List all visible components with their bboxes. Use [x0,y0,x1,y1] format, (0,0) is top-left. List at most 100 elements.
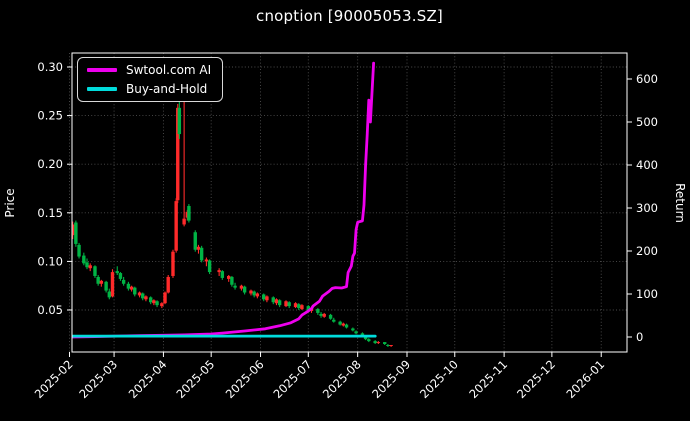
return-tick-label: 600 [636,72,658,86]
candle-body [363,337,368,340]
candle-body [72,224,75,236]
candle-body [141,293,145,299]
candle-body [373,341,377,344]
candle-body [319,313,323,316]
candle-body [104,281,108,291]
candle-body [160,303,164,307]
candle-body [332,319,336,322]
candle-body [204,259,209,262]
legend-label-buy-hold: Buy-and-Hold [126,82,208,96]
price-tick-label: 0.15 [37,206,63,220]
candle-body [199,247,204,261]
candle-body [129,286,134,290]
return-tick-label: 100 [636,287,658,301]
candle-body [242,286,247,293]
candle-body [166,276,170,293]
plot-border [71,52,628,353]
candle-body [163,292,167,304]
price-tick-label: 0.25 [37,109,63,123]
candle-body [271,297,275,303]
candle-body [274,299,279,304]
candle-body [277,300,282,306]
axis-tick-labels: 0.05 0.10 0.15 0.20 0.25 0.30 0 100 200 300 400 500… [32,60,658,401]
price-tick-label: 0.10 [37,254,63,268]
strategy-line [72,61,376,339]
candle-body [174,201,178,251]
candle-body [93,266,97,276]
candle-body [249,290,253,294]
candle-body [354,331,358,334]
legend-item-buy-hold: Buy-and-Hold [87,83,211,95]
date-tick-label: 2025-02 [32,357,76,401]
candle-body [293,303,298,308]
date-tick-label: 2025-07 [271,357,315,401]
date-tick-label: 2025-08 [320,357,364,401]
price-tick-label: 0.20 [37,157,63,171]
date-tick-label: 2025-09 [369,357,413,401]
return-tick-label: 300 [636,201,658,215]
candle-body [74,222,78,244]
date-tick-label: 2025-04 [126,357,170,401]
candle-body [196,246,201,250]
return-tick-label: 500 [636,115,658,129]
legend: Swtool.com AI Buy-and-Hold [77,57,224,102]
candle-body [316,309,320,313]
candle-body [367,339,371,342]
date-tick-label: 2025-06 [223,357,267,401]
price-tick-label: 0.30 [37,60,63,74]
date-tick-label: 2025-05 [173,357,217,401]
candle-body [82,255,86,264]
candle-body [110,272,115,297]
candle-body [85,262,89,268]
candle-body [383,342,387,345]
candle-body [341,323,346,326]
candle-body [322,313,326,317]
return-tick-label: 200 [636,244,658,258]
candle-body [148,297,153,303]
return-tick-label: 0 [636,330,643,344]
candle-body [121,279,126,284]
candle-body [171,251,175,276]
candle-body [338,321,342,325]
candle-body [137,292,142,296]
candle-body [300,305,304,310]
axis-ticks [67,66,632,357]
candle-body [389,344,393,346]
candle-body [207,260,212,273]
candle-body [351,328,355,331]
candle-body [306,306,310,310]
candle-body [220,271,225,278]
candle-body [126,283,131,289]
candle-body [227,275,231,279]
candle-body [230,276,234,285]
legend-label-strategy: Swtool.com AI [126,63,212,77]
date-tick-label: 2026-01 [563,357,607,401]
candle-body [287,302,291,307]
return-tick-label: 400 [636,158,658,172]
candle-body [88,265,92,269]
series-lines [72,61,377,339]
chart-title: cnoption [90005053.SZ] [256,7,443,25]
candle-body [265,296,269,301]
legend-item-strategy: Swtool.com AI [87,64,211,76]
candle-body [144,296,148,300]
candle-body [182,218,186,225]
candle-body [239,285,244,289]
date-tick-label: 2025-03 [76,357,120,401]
candlestick-series [72,98,393,347]
candle-body [77,244,81,257]
candle-body [133,287,137,295]
buy-hold-line-swatch [87,87,117,91]
candle-body [297,304,301,309]
return-axis-label: Return [673,183,687,223]
candle-body [233,285,237,288]
candle-body [155,301,159,306]
candle-body [193,232,197,250]
price-axis-label: Price [3,188,17,217]
date-tick-label: 2025-12 [514,357,558,401]
candle-body [176,107,180,201]
candle-body [187,205,191,221]
candle-body [255,293,260,297]
candle-body [262,294,266,300]
